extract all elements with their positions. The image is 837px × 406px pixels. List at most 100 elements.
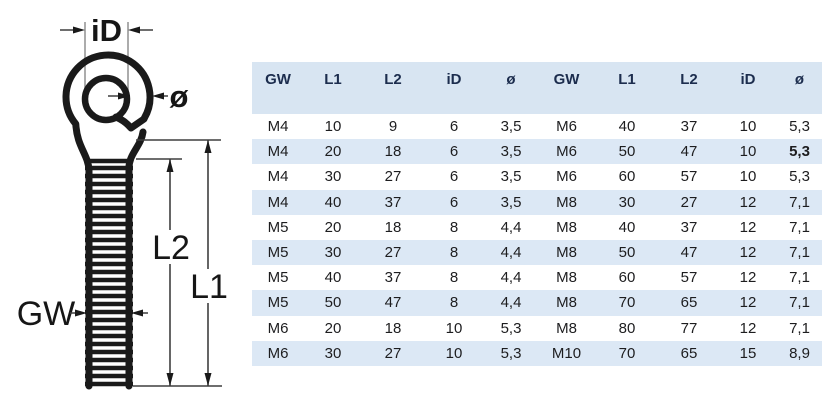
table-cell: M8 xyxy=(556,269,577,287)
column-header-L2: L2 xyxy=(680,71,698,88)
diameter-left-arrow-icon xyxy=(152,92,164,100)
table-cell: 5,3 xyxy=(500,319,522,337)
table-cell: 7,1 xyxy=(789,193,810,211)
table-cell: 70 xyxy=(618,294,636,312)
table-cell: 7,1 xyxy=(789,319,810,337)
diameter-dimension-label: ø xyxy=(170,79,189,114)
gw-dimension-label: GW xyxy=(17,295,76,333)
table-cell: 9 xyxy=(388,118,398,136)
table-cell: 40 xyxy=(324,193,342,211)
table-cell: 65 xyxy=(680,294,698,312)
table-cell: 8 xyxy=(449,244,459,262)
table-cell: M6 xyxy=(556,143,577,161)
table-cell: M8 xyxy=(556,193,577,211)
table-row: M4 40 37 6 3,5 M8 30 27 12 7,1 xyxy=(252,189,822,215)
table-cell: 18 xyxy=(384,319,402,337)
table-cell: 50 xyxy=(618,244,636,262)
column-header-L1: L1 xyxy=(618,71,636,88)
table-row: M5 20 18 8 4,4 M8 40 37 12 7,1 xyxy=(252,215,822,240)
table-row: M4 30 27 6 3,5 M6 60 57 10 5,3 xyxy=(252,164,822,189)
table-cell: 4,4 xyxy=(500,294,522,312)
dimension-table: GW L1 L2 iD ø GW L1 L2 iD ø M4 10 9 6 3,5 M6 40 37 10 5,3 M… xyxy=(252,62,822,366)
table-header: GW L1 L2 iD ø GW L1 L2 iD ø xyxy=(252,62,822,114)
table-cell: 10 xyxy=(324,118,342,136)
eye-inner-circle xyxy=(81,74,131,124)
l2-bottom-arrow-icon xyxy=(166,373,174,386)
table-cell: 5,3 xyxy=(789,118,810,136)
table-cell: 70 xyxy=(618,344,636,362)
table-cell: 6 xyxy=(449,168,459,186)
table-cell: 50 xyxy=(324,294,342,312)
table-cell: 5,3 xyxy=(789,143,810,161)
l1-top-arrow-icon xyxy=(204,140,212,153)
table-cell: 8 xyxy=(449,218,459,236)
table-cell: M8 xyxy=(556,218,577,236)
table-cell: 8,9 xyxy=(789,344,810,362)
table-cell: M6 xyxy=(556,118,577,136)
id-dimension-label: iD xyxy=(91,13,122,48)
id-right-arrow-icon xyxy=(128,26,140,34)
table-cell: M5 xyxy=(267,218,289,236)
table-cell: 40 xyxy=(618,118,636,136)
table-cell: 80 xyxy=(618,319,636,337)
table-cell: 4,4 xyxy=(500,244,522,262)
table-cell: M6 xyxy=(267,344,289,362)
column-header-GW: GW xyxy=(265,71,291,88)
table-row: M5 40 37 8 4,4 M8 60 57 12 7,1 xyxy=(252,265,822,290)
table-cell: 4,4 xyxy=(500,218,522,236)
table-cell: 50 xyxy=(618,143,636,161)
table-cell: 12 xyxy=(739,319,757,337)
table-cell: M5 xyxy=(267,244,289,262)
table-cell: 10 xyxy=(739,143,757,161)
table-cell: M4 xyxy=(267,193,289,211)
column-header-L1: L1 xyxy=(324,71,342,88)
l1-label-mask xyxy=(190,269,227,303)
table-cell: 12 xyxy=(739,244,757,262)
column-header-iD: iD xyxy=(446,71,462,88)
table-cell: 77 xyxy=(680,319,698,337)
column-header-iD: iD xyxy=(740,71,756,88)
table-cell: 7,1 xyxy=(789,244,810,262)
table-cell: 27 xyxy=(384,168,402,186)
table-cell: M5 xyxy=(267,294,289,312)
table-cell: 7,1 xyxy=(789,218,810,236)
table-cell: 20 xyxy=(324,143,342,161)
table-cell: 6 xyxy=(449,118,459,136)
table-cell: 47 xyxy=(680,143,698,161)
table-cell: M8 xyxy=(556,244,577,262)
table-cell: 57 xyxy=(680,168,698,186)
table-cell: 18 xyxy=(384,218,402,236)
table-row: M6 30 27 10 5,3 M10 70 65 15 8,9 xyxy=(252,340,822,366)
gw-left-arrow-icon xyxy=(75,309,87,317)
table-cell: 60 xyxy=(618,168,636,186)
table-cell: 3,5 xyxy=(500,118,522,136)
table-row: M5 50 47 8 4,4 M8 70 65 12 7,1 xyxy=(252,290,822,316)
table-cell: 20 xyxy=(324,218,342,236)
l2-label-mask xyxy=(152,230,189,264)
table-row: M6 20 18 10 5,3 M8 80 77 12 7,1 xyxy=(252,316,822,341)
table-cell: 3,5 xyxy=(500,168,522,186)
table-cell: M10 xyxy=(551,344,582,362)
table-cell: 37 xyxy=(680,118,698,136)
table-cell: 7,1 xyxy=(789,294,810,312)
table-cell: 12 xyxy=(739,193,757,211)
table-cell: 12 xyxy=(739,269,757,287)
l2-dimension-label: L2 xyxy=(152,229,190,267)
table-cell: 37 xyxy=(680,218,698,236)
table-cell: 20 xyxy=(324,319,342,337)
table-cell: M4 xyxy=(267,168,289,186)
id-left-arrow-icon xyxy=(73,26,85,34)
table-cell: 65 xyxy=(680,344,698,362)
table-cell: 10 xyxy=(739,168,757,186)
table-row: M4 10 9 6 3,5 M6 40 37 10 5,3 xyxy=(252,114,822,139)
table-cell: M4 xyxy=(267,118,289,136)
table-cell: 30 xyxy=(618,193,636,211)
table-cell: 5,3 xyxy=(500,344,522,362)
table-cell: 12 xyxy=(739,294,757,312)
l1-bottom-arrow-icon xyxy=(204,373,212,386)
table-cell: 60 xyxy=(618,269,636,287)
table-cell: 30 xyxy=(324,168,342,186)
table-cell: 10 xyxy=(445,344,463,362)
table-cell: 30 xyxy=(324,344,342,362)
